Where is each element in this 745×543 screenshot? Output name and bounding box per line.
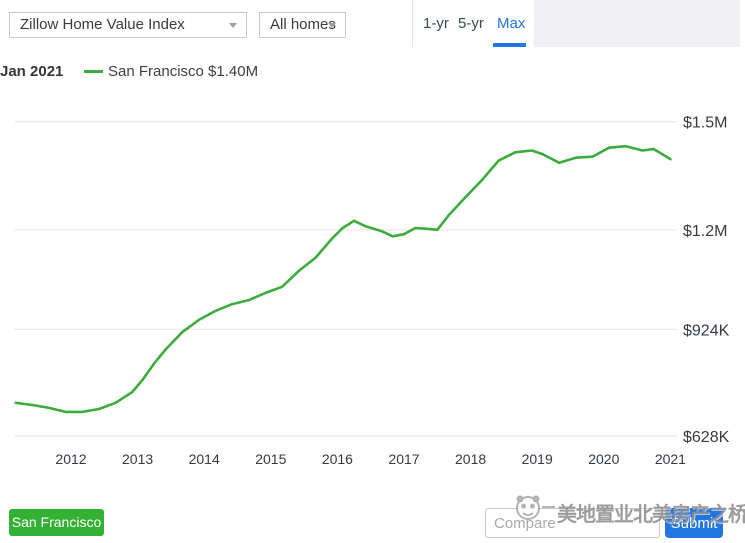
series-line-san-francisco[interactable] bbox=[14, 144, 672, 414]
chevron-down-icon bbox=[328, 23, 336, 28]
metric-dropdown-value: Zillow Home Value Index bbox=[20, 16, 185, 33]
chevron-down-icon bbox=[229, 23, 237, 28]
x-tick-label: 2015 bbox=[255, 451, 286, 467]
max-tab-underline bbox=[493, 43, 526, 47]
tab-1yr[interactable]: 1-yr bbox=[423, 15, 449, 32]
legend-line-swatch bbox=[84, 70, 103, 73]
y-tick-label: $628K bbox=[683, 429, 730, 446]
home-type-dropdown-value: All homes bbox=[270, 16, 336, 33]
hover-date-label: Jan 2021 bbox=[0, 63, 64, 80]
x-tick-label: 2020 bbox=[588, 451, 619, 467]
city-chip-san-francisco[interactable]: San Francisco bbox=[9, 509, 104, 536]
x-tick-label: 2014 bbox=[189, 451, 220, 467]
x-tick-label: 2013 bbox=[122, 451, 153, 467]
compare-input[interactable] bbox=[485, 508, 660, 538]
y-tick-label: $1.5M bbox=[683, 115, 727, 132]
x-tick-label: 2019 bbox=[522, 451, 553, 467]
toolbar: Zillow Home Value Index All homes 1-yr 5… bbox=[0, 0, 745, 47]
home-type-dropdown[interactable]: All homes bbox=[259, 12, 346, 38]
tab-5yr[interactable]: 5-yr bbox=[458, 15, 484, 32]
metric-dropdown[interactable]: Zillow Home Value Index bbox=[9, 12, 247, 38]
x-tick-label: 2012 bbox=[55, 451, 86, 467]
x-tick-label: 2021 bbox=[655, 451, 686, 467]
legend-series-label: San Francisco $1.40M bbox=[108, 63, 259, 80]
y-tick-label: $924K bbox=[683, 322, 730, 339]
x-tick-label: 2018 bbox=[455, 451, 486, 467]
toolbar-divider bbox=[412, 0, 413, 47]
header-spacer-panel bbox=[534, 0, 740, 47]
legend-row: Jan 2021 San Francisco $1.40M bbox=[0, 60, 745, 84]
y-tick-label: $1.2M bbox=[683, 223, 727, 240]
tab-max[interactable]: Max bbox=[497, 15, 526, 32]
x-tick-label: 2017 bbox=[388, 451, 419, 467]
home-value-chart[interactable]: $1.5M $1.2M $924K $628K 2012 2013 2014 2015 2016… bbox=[0, 90, 745, 475]
x-tick-label: 2016 bbox=[322, 451, 353, 467]
chart-svg[interactable]: $1.5M $1.2M $924K $628K 2012 2013 2014 2015 2016… bbox=[0, 90, 745, 475]
submit-button[interactable]: Submit bbox=[665, 508, 723, 538]
